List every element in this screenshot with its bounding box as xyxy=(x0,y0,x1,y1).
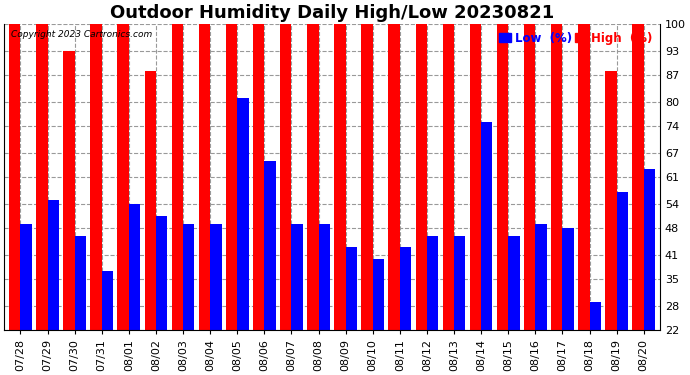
Bar xyxy=(129,204,140,330)
Bar xyxy=(644,169,655,330)
Bar xyxy=(237,98,248,330)
Bar xyxy=(21,224,32,330)
Bar xyxy=(400,247,411,330)
Bar xyxy=(415,24,427,330)
Text: Copyright 2023 Cartronics.com: Copyright 2023 Cartronics.com xyxy=(11,30,152,39)
Bar xyxy=(562,228,574,330)
Legend: Low  (%), High  (%): Low (%), High (%) xyxy=(495,27,657,49)
Bar xyxy=(144,71,156,330)
Bar xyxy=(183,224,195,330)
Bar xyxy=(36,24,48,330)
Bar xyxy=(481,122,493,330)
Bar xyxy=(307,24,319,330)
Bar xyxy=(199,24,210,330)
Bar xyxy=(578,24,589,330)
Bar xyxy=(632,24,644,330)
Bar xyxy=(535,224,546,330)
Bar xyxy=(454,236,465,330)
Bar xyxy=(156,216,167,330)
Bar xyxy=(427,236,438,330)
Bar xyxy=(589,302,601,330)
Bar xyxy=(48,200,59,330)
Bar xyxy=(443,24,454,330)
Bar xyxy=(388,24,400,330)
Bar xyxy=(319,224,330,330)
Bar xyxy=(362,24,373,330)
Bar xyxy=(264,161,276,330)
Bar xyxy=(253,24,264,330)
Bar xyxy=(373,259,384,330)
Bar xyxy=(117,24,129,330)
Bar xyxy=(334,24,346,330)
Bar xyxy=(605,71,617,330)
Bar xyxy=(346,247,357,330)
Bar xyxy=(617,192,628,330)
Bar xyxy=(75,236,86,330)
Bar xyxy=(291,224,303,330)
Bar xyxy=(172,24,183,330)
Bar xyxy=(497,24,509,330)
Bar xyxy=(509,236,520,330)
Bar xyxy=(280,24,291,330)
Bar xyxy=(101,271,113,330)
Bar xyxy=(226,24,237,330)
Bar xyxy=(90,24,101,330)
Title: Outdoor Humidity Daily High/Low 20230821: Outdoor Humidity Daily High/Low 20230821 xyxy=(110,4,554,22)
Bar xyxy=(524,24,535,330)
Bar xyxy=(63,51,75,330)
Bar xyxy=(470,24,481,330)
Bar xyxy=(551,24,562,330)
Bar xyxy=(210,224,221,330)
Bar xyxy=(9,24,21,330)
